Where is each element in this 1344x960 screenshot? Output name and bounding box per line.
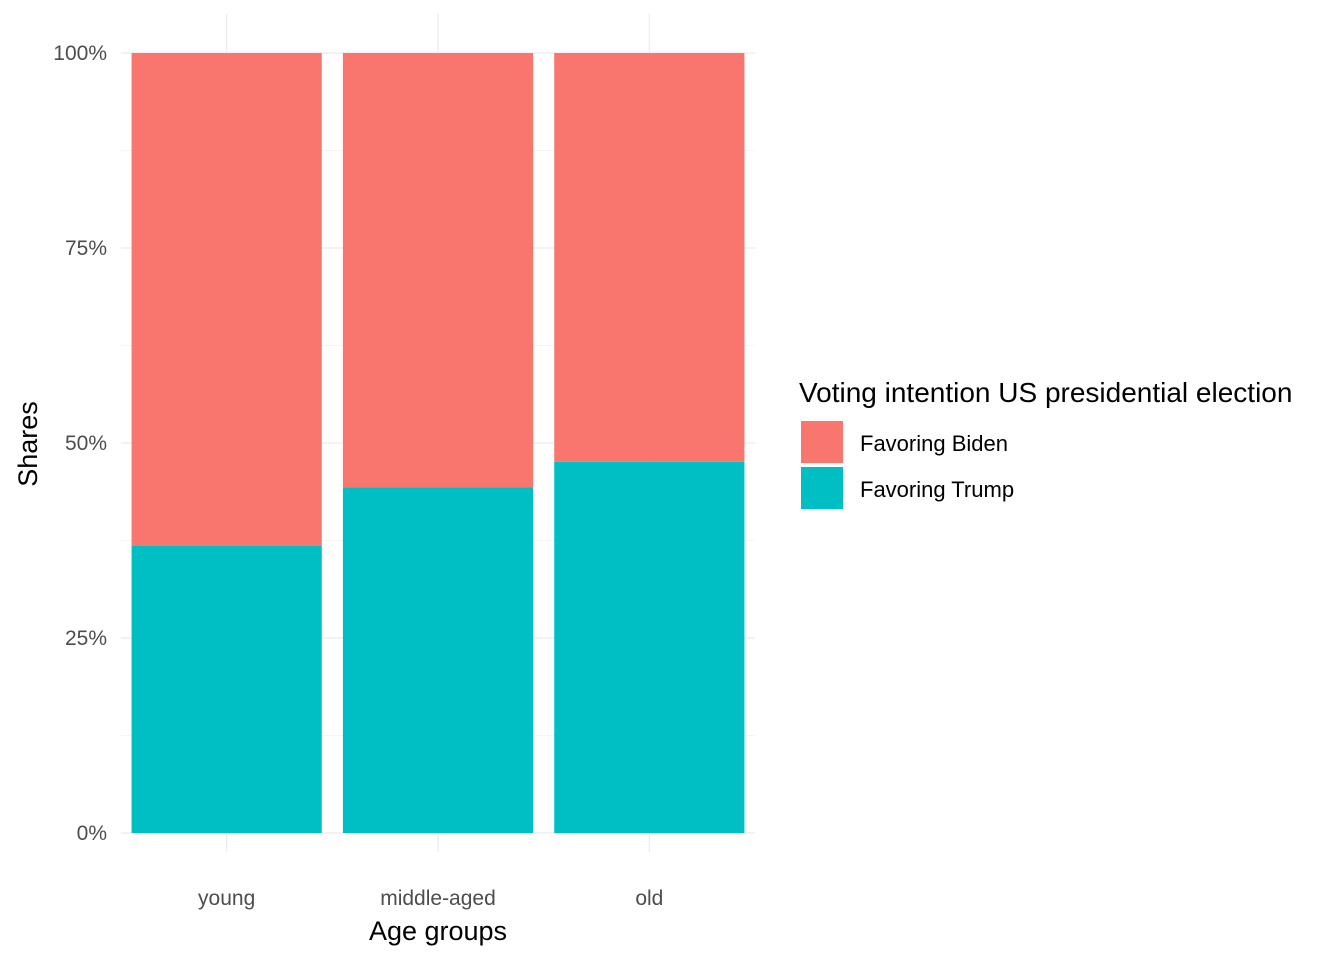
bar-young-favoring-biden [131, 53, 322, 546]
bar-middle-aged-favoring-biden [342, 53, 534, 488]
legend-label: Favoring Biden [860, 431, 1008, 456]
y-tick-label: 0% [77, 822, 107, 845]
x-tick-label: middle-aged [380, 887, 496, 910]
bar-old-favoring-biden [554, 53, 745, 462]
y-axis-ticks: 0% 25% 50% 75% 100% [53, 42, 107, 845]
y-tick-label: 100% [53, 42, 107, 65]
x-tick-label: old [635, 887, 663, 910]
x-tick-label: young [198, 887, 255, 910]
x-axis-ticks: young middle-aged old [198, 887, 663, 910]
bar-middle-aged-favoring-trump [342, 487, 534, 833]
bar-young-favoring-trump [131, 545, 322, 833]
legend: Voting intention US presidential electio… [799, 377, 1292, 509]
legend-label: Favoring Trump [860, 477, 1014, 502]
y-tick-label: 50% [65, 432, 107, 455]
y-tick-label: 75% [65, 237, 107, 260]
x-axis-title: Age groups [369, 916, 507, 946]
bars [131, 53, 745, 833]
legend-key [801, 421, 843, 463]
bar-old-favoring-trump [554, 461, 745, 833]
legend-key [801, 467, 843, 509]
legend-title: Voting intention US presidential electio… [799, 377, 1292, 408]
y-tick-label: 25% [65, 627, 107, 650]
y-axis-title: Shares [13, 401, 43, 487]
